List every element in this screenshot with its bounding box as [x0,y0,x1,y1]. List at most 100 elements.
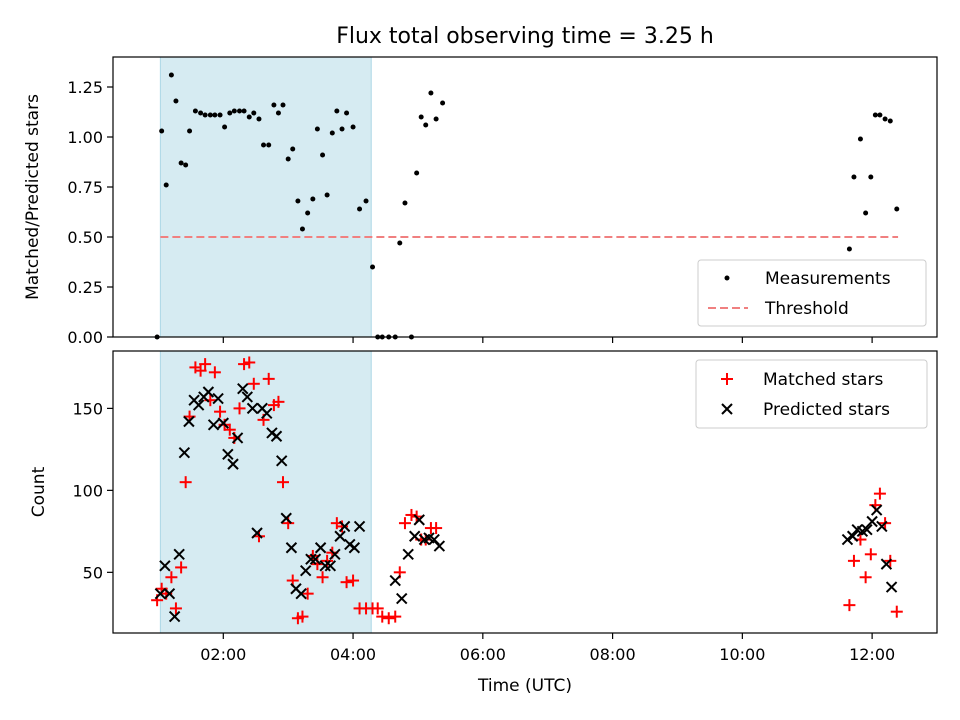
x-axis-label: Time (UTC) [477,676,572,696]
bottom-axes: 50 100 150 02:00 04:00 06:00 08:00 10:00 12:00 [72,350,938,664]
predicted-stars-point-10 [202,386,215,398]
bottom-y-tick-label-1: 100 [72,481,103,500]
measurements-point-8 [192,108,198,114]
predicted-stars-point-26 [280,512,292,524]
measurements-point-13 [217,112,223,118]
matched-stars-point-6 [179,476,192,489]
legend-label-measurements: Measurements [765,269,891,289]
predicted-stars-point-36 [329,548,341,561]
top-y-tick-label-2: 0.50 [67,228,103,247]
predicted-stars-point-6 [183,415,195,428]
measurements-point-29 [295,198,301,204]
measurements-point-15 [227,110,233,116]
matched-stars-point-17 [233,402,246,415]
predicted-stars-point-17 [237,383,249,395]
matched-stars-point-19 [243,356,256,369]
matched-stars-point-57 [847,554,860,567]
predicted-stars-point-0 [154,587,167,600]
measurements-point-34 [320,152,326,158]
measurements-point-57 [846,246,852,252]
matched-stars-point-55 [430,522,443,535]
bottom-legend-box [695,359,928,429]
measurements-point-58 [851,174,857,180]
top-legend-box [697,259,927,327]
bottom-y-tick-label-2: 150 [72,399,103,418]
matched-stars-point-15 [223,423,236,436]
predicted-stars-point-30 [299,564,312,577]
bottom-plot-area [151,350,903,634]
measurements-point-23 [266,142,272,148]
top-panel: 0.00 0.25 0.50 0.75 1.00 1.25 Matched/Predict… [23,56,938,347]
measurements-point-40 [350,124,356,130]
measurements-point-12 [212,112,218,118]
matched-stars-point-3 [165,571,178,584]
predicted-stars-point-42 [389,574,401,587]
top-y-tick-label-3: 0.75 [67,178,103,197]
predicted-stars-point-29 [295,587,307,600]
bottom-legend: Matched stars Predicted stars [695,359,928,429]
predicted-stars-point-31 [305,553,317,565]
predicted-stars-point-37 [334,530,346,542]
matched-stars-point-39 [340,576,353,589]
measurements-point-39 [344,110,350,116]
top-highlight-span [159,56,372,338]
matched-stars-point-44 [371,602,384,615]
legend-label-threshold: Threshold [764,299,849,319]
top-y-axis-label: Matched/Predicted stars [23,94,43,300]
measurements-point-37 [334,108,340,114]
predicted-stars-point-35 [324,560,337,572]
matched-stars-point-47 [389,610,402,623]
measurements-point-38 [339,126,345,132]
top-plot-area [154,56,900,340]
predicted-stars-point-51 [841,533,854,546]
matched-stars-point-56 [843,599,856,612]
measurements-point-17 [237,108,243,114]
matched-stars-point-18 [238,358,251,371]
measurements-point-31 [305,210,311,216]
measurements-point-28 [290,146,296,152]
predicted-stars-point-13 [217,417,230,429]
measurements-point-35 [324,192,330,198]
measurements-point-63 [877,112,883,118]
bottom-y-axis-label: Count [29,466,49,517]
top-y-tick-label-0: 0.00 [67,328,103,347]
measurements-point-65 [887,118,893,124]
matched-stars-point-26 [276,476,289,489]
top-y-tick-label-4: 1.00 [67,128,103,147]
matched-stars-point-59 [859,571,872,584]
measurements-point-59 [857,136,863,142]
measurements-point-41 [357,206,363,212]
predicted-stars-point-11 [207,419,220,431]
top-y-tick-label-1: 0.25 [67,278,103,297]
predicted-stars-point-14 [222,448,234,460]
bottom-highlight-span [159,350,372,634]
matched-stars-point-60 [864,548,877,561]
matched-stars-point-40 [347,574,360,587]
x-tick-label-4: 10:00 [719,645,765,664]
measurements-point-64 [882,116,888,122]
predicted-stars-point-45 [408,530,421,542]
measurements-point-48 [397,240,403,246]
top-axes: 0.00 0.25 0.50 0.75 1.00 1.25 [67,56,938,347]
predicted-stars-point-27 [285,542,298,554]
measurements-point-4 [173,98,179,104]
matched-stars-point-10 [199,358,212,371]
measurements-point-30 [299,226,305,232]
matched-stars-point-9 [194,364,207,377]
predicted-stars-point-52 [846,530,859,542]
measurements-point-11 [207,112,213,118]
measurements-point-52 [418,114,424,120]
measurements-point-25 [275,110,281,116]
measurements-point-7 [187,128,193,134]
legend-marker-matched-stars [721,373,733,385]
measurements-point-20 [251,110,257,116]
legend-label-matched-stars: Matched stars [763,370,883,390]
predicted-stars-point-19 [246,402,259,415]
predicted-stars-point-3 [168,610,181,623]
matched-stars-point-25 [272,395,285,408]
bottom-panel: 50 100 150 02:00 04:00 06:00 08:00 10:00 12:00 C… [29,350,938,664]
predicted-stars-point-24 [270,430,283,442]
predicted-stars-point-16 [231,432,244,444]
measurements-point-16 [231,108,237,114]
top-y-tick-label-5: 1.25 [67,78,103,97]
